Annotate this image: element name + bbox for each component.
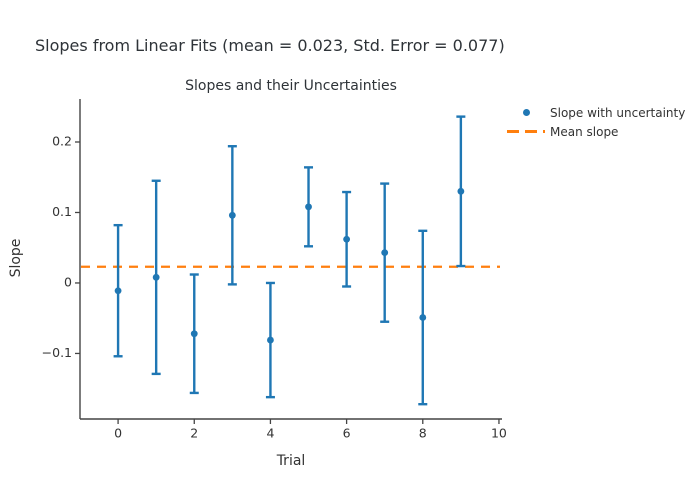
x-tick-label: 0	[114, 426, 122, 441]
legend-item-label: Slope with uncertainty	[550, 105, 686, 120]
legend: Slope with uncertainty Mean slope	[506, 103, 685, 141]
data-point	[381, 249, 389, 257]
data-point	[419, 314, 427, 321]
legend-item-label: Mean slope	[550, 124, 619, 139]
x-tick-label: 2	[190, 426, 198, 441]
data-point	[114, 287, 122, 295]
x-tick-label: 4	[266, 426, 274, 441]
y-axis-label: Slope	[8, 238, 24, 278]
x-axis-label: Trial	[276, 453, 306, 469]
x-tick-label: 8	[419, 426, 427, 441]
y-tick-label: −0.1	[42, 345, 72, 360]
legend-dashline-icon	[506, 126, 546, 138]
data-point	[152, 273, 160, 281]
data-point	[343, 235, 351, 243]
x-tick-label: 10	[491, 426, 507, 441]
legend-item-slope[interactable]: Slope with uncertainty	[506, 103, 685, 122]
subplot-title: Slopes and their Uncertainties	[185, 78, 397, 94]
figure-title: Slopes from Linear Fits (mean = 0.023, S…	[35, 36, 505, 55]
data-point	[305, 203, 312, 211]
data-point	[457, 187, 465, 195]
data-point	[190, 330, 198, 338]
data-point	[267, 336, 274, 344]
y-tick-label: 0	[64, 274, 72, 289]
legend-item-mean[interactable]: Mean slope	[506, 122, 685, 141]
y-tick-label: 0.2	[52, 133, 72, 148]
data-point	[228, 211, 236, 219]
y-tick-label: 0.1	[52, 204, 72, 219]
legend-marker-icon	[506, 107, 546, 119]
x-tick-label: 6	[343, 426, 351, 441]
